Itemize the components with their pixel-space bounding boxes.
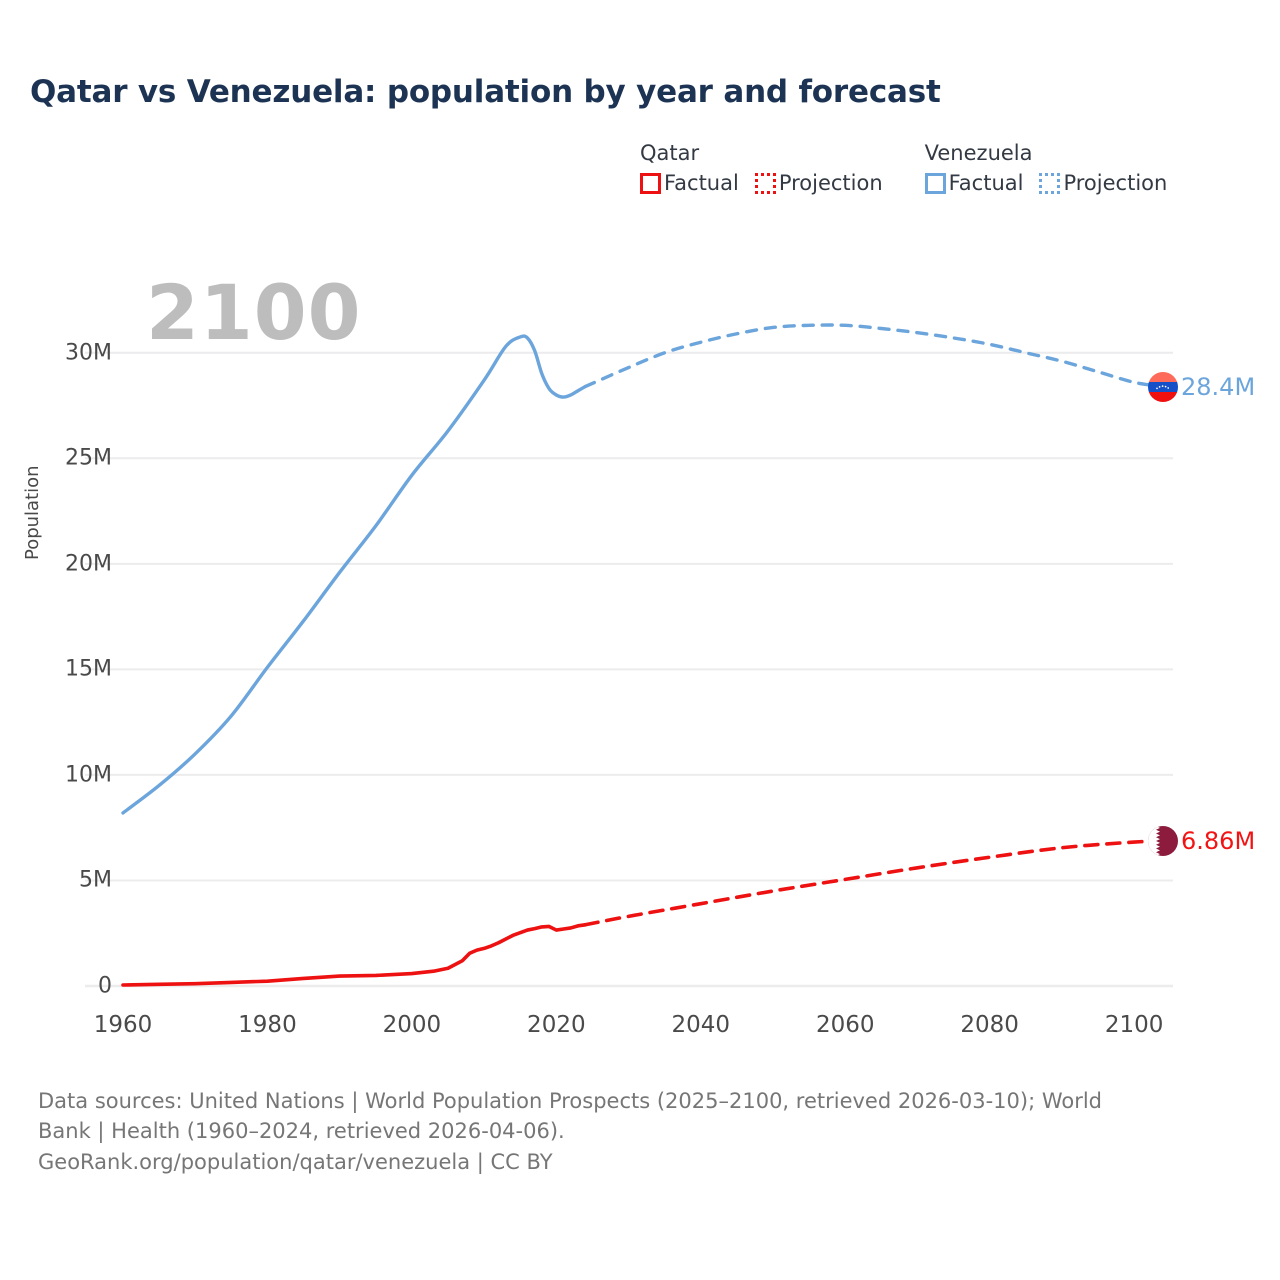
qatar-flag-icon bbox=[1148, 826, 1178, 857]
series-line-qatar-projection bbox=[583, 839, 1165, 927]
legend-swatch-dotted-icon bbox=[1039, 173, 1061, 195]
legend-group-qatar: Qatar Factual Projection bbox=[640, 141, 883, 196]
legend-item-qatar-projection[interactable]: Projection bbox=[754, 171, 883, 196]
y-tick-label: 30M bbox=[65, 340, 112, 366]
legend-label-qatar-factual: Factual bbox=[664, 171, 739, 196]
watermark-year: 2100 bbox=[146, 268, 362, 357]
end-label-value: 6.86M bbox=[1181, 827, 1256, 856]
footer-line-3: GeoRank.org/population/qatar/venezuela |… bbox=[38, 1149, 553, 1174]
x-tick-label: 2080 bbox=[960, 1012, 1019, 1038]
series-line-venezuela-projection bbox=[583, 323, 1165, 389]
legend-label-venezuela-factual: Factual bbox=[948, 171, 1024, 196]
footer: Data sources: United Nations | World Pop… bbox=[38, 1086, 1238, 1177]
legend-item-qatar-factual[interactable]: Factual bbox=[640, 171, 739, 196]
y-tick-label: 15M bbox=[65, 656, 112, 682]
venezuela-flag-icon bbox=[1148, 371, 1178, 402]
x-tick-label: 1960 bbox=[93, 1012, 153, 1038]
x-tick-label: 2100 bbox=[1104, 1012, 1164, 1038]
footer-line-1: Data sources: United Nations | World Pop… bbox=[38, 1089, 1103, 1113]
y-tick-label: 10M bbox=[65, 762, 112, 788]
y-tick-label: 0 bbox=[98, 973, 112, 999]
legend-label-qatar-projection: Projection bbox=[778, 171, 883, 196]
series-line-qatar-factual bbox=[121, 922, 588, 987]
legend-swatch-solid-icon bbox=[640, 173, 661, 195]
qatar-endpoint-marker bbox=[1148, 826, 1178, 857]
legend-item-venezuela-projection[interactable]: Projection bbox=[1039, 171, 1168, 196]
chart-legend: Qatar Factual Projection Venezuela Factu… bbox=[640, 141, 1168, 196]
legend-group-title-qatar: Qatar bbox=[640, 141, 700, 165]
legend-group-title-venezuela: Venezuela bbox=[924, 141, 1033, 165]
footer-line-2: Bank | Health (1960–2024, retrieved 2026… bbox=[38, 1119, 565, 1144]
venezuela-endpoint-marker bbox=[1148, 371, 1178, 402]
series-line-venezuela-factual bbox=[121, 334, 587, 815]
x-tick-label: 1980 bbox=[238, 1012, 297, 1038]
legend-item-venezuela-factual[interactable]: Factual bbox=[924, 171, 1024, 196]
y-tick-label: 20M bbox=[65, 551, 112, 577]
y-tick-label: 5M bbox=[79, 867, 112, 893]
legend-swatch-solid-icon bbox=[924, 173, 946, 195]
end-label-value: 28.4M bbox=[1181, 372, 1256, 401]
x-tick-label: 2040 bbox=[671, 1012, 731, 1038]
x-tick-label: 2000 bbox=[382, 1012, 442, 1038]
x-tick-label: 2060 bbox=[815, 1012, 875, 1038]
legend-label-venezuela-projection: Projection bbox=[1063, 171, 1168, 196]
legend-group-venezuela: Venezuela Factual Projection bbox=[924, 141, 1168, 196]
legend-swatch-dotted-icon bbox=[754, 173, 776, 195]
x-tick-label: 2020 bbox=[527, 1012, 586, 1038]
y-tick-label: 25M bbox=[65, 445, 112, 471]
page-title: Qatar vs Venezuela: population by year a… bbox=[30, 74, 941, 110]
